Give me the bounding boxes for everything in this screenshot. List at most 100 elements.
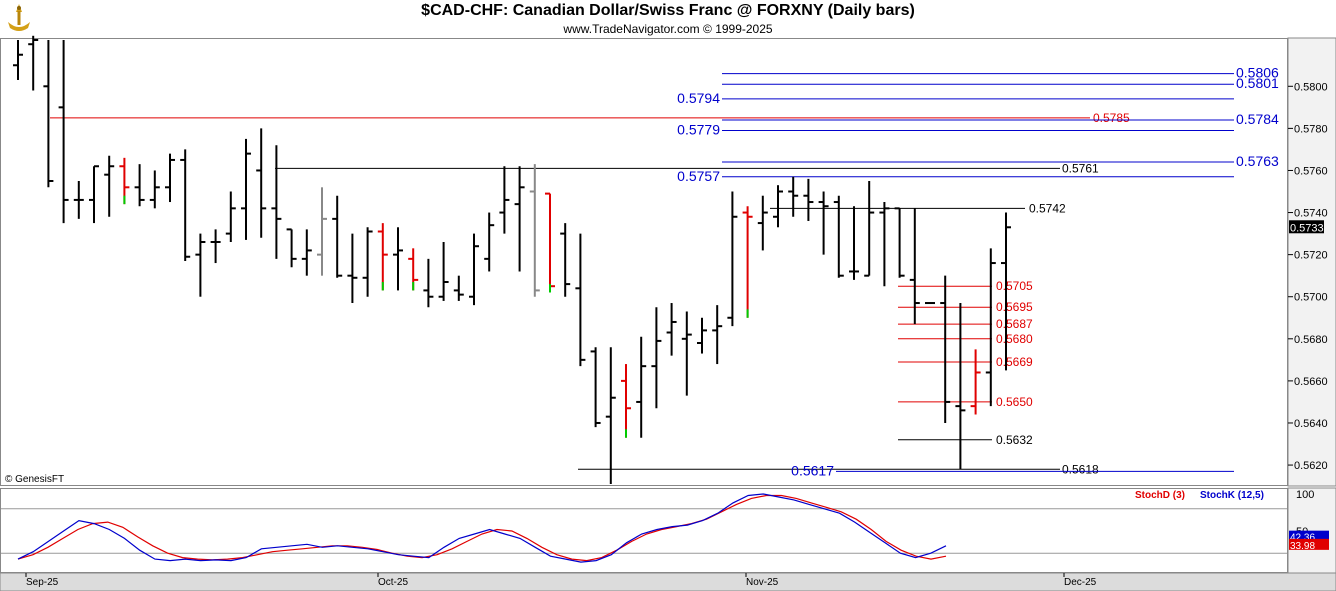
y-tick-label: 0.5680 — [1294, 334, 1328, 346]
ohlc-bar — [225, 191, 236, 243]
legend-stoch-k: StochK (12,5) — [1200, 490, 1264, 501]
ohlc-bar — [879, 202, 890, 287]
stoch-y-tick-label: 100 — [1296, 489, 1314, 501]
ohlc-bar — [788, 176, 799, 217]
y-tick-label: 0.5780 — [1294, 123, 1328, 135]
y-tick-label: 0.5620 — [1294, 460, 1328, 472]
y-tick-label: 0.5700 — [1294, 292, 1328, 304]
ohlc-bar — [377, 223, 388, 291]
level-label: 0.5617 — [791, 462, 834, 478]
y-tick-label: 0.5640 — [1294, 418, 1328, 430]
copyright-label: © GenesisFT — [5, 474, 65, 485]
stoch-d-last-label: 33.98 — [1290, 541, 1315, 552]
level-label: 0.5806 — [1236, 65, 1279, 81]
date-x-axis: Sep-25 Oct-25 Nov-25 Dec-25 — [25, 573, 1097, 588]
y-tick-label: 0.5720 — [1294, 250, 1328, 262]
ohlc-bar — [469, 233, 479, 306]
ohlc-bar — [636, 336, 647, 438]
ohlc-bar — [43, 40, 54, 188]
ohlc-bar — [849, 206, 859, 280]
level-label: 0.5680 — [996, 332, 1033, 346]
ohlc-bar — [347, 233, 358, 304]
x-tick-label: Sep-25 — [26, 577, 59, 588]
level-label: 0.5784 — [1236, 111, 1279, 127]
ohlc-bar — [149, 170, 160, 209]
ohlc-bar — [301, 229, 312, 276]
ohlc-bar — [332, 195, 343, 278]
level-label: 0.5632 — [996, 433, 1033, 447]
ohlc-bar — [742, 206, 753, 318]
ohlc-bar — [1001, 212, 1011, 371]
ohlc-bar — [484, 212, 495, 272]
ohlc-bar — [514, 166, 525, 272]
x-tick-label: Dec-25 — [1064, 577, 1097, 588]
ohlc-bar — [408, 248, 419, 291]
level-label: 0.5618 — [1062, 462, 1099, 476]
last-price-box — [1289, 220, 1324, 234]
stoch-k-last-label: 42.36 — [1290, 533, 1315, 544]
ohlc-bar — [894, 207, 905, 278]
bars-layer — [13, 35, 1011, 484]
ohlc-bar — [393, 227, 403, 291]
ohlc-bar — [529, 164, 540, 297]
level-label: 0.5785 — [1093, 111, 1130, 125]
level-label: 0.5794 — [677, 90, 720, 106]
level-label: 0.5695 — [996, 300, 1033, 314]
y-tick-label: 0.5740 — [1294, 208, 1328, 220]
stoch-k-last-box — [1289, 530, 1329, 542]
level-label: 0.5763 — [1236, 153, 1279, 169]
ohlc-bar — [818, 191, 829, 255]
y-tick-label: 0.5800 — [1294, 81, 1328, 93]
legend-stoch-d: StochD (3) — [1135, 490, 1185, 501]
ohlc-bar — [985, 248, 996, 407]
level-label: 0.5779 — [677, 121, 720, 137]
level-label: 0.5687 — [996, 317, 1033, 331]
ohlc-bar — [210, 229, 221, 264]
ohlc-bar — [13, 40, 23, 80]
ohlc-bar — [89, 165, 99, 224]
ohlc-bar — [773, 185, 783, 228]
stoch-axis-panel — [1287, 487, 1336, 574]
ohlc-bar — [712, 305, 723, 365]
ohlc-bar — [955, 303, 966, 470]
ohlc-bar — [195, 233, 206, 297]
level-label: 0.5742 — [1029, 201, 1066, 215]
ohlc-bar — [605, 347, 616, 484]
ohlc-bar — [940, 275, 951, 423]
level-label: 0.5650 — [996, 395, 1033, 409]
level-label: 0.5705 — [996, 279, 1033, 293]
level-label: 0.5757 — [677, 168, 720, 184]
chart-title: $CAD-CHF: Canadian Dollar/Swiss Franc @ … — [421, 2, 915, 19]
stoch-d-last-box — [1289, 538, 1329, 550]
ohlc-bar — [28, 35, 39, 91]
chart-subtitle: www.TradeNavigator.com © 1999-2025 — [563, 22, 773, 36]
ohlc-bar — [317, 187, 327, 276]
ohlc-bar — [362, 227, 373, 297]
ohlc-bar — [165, 153, 175, 203]
ohlc-bar — [681, 311, 692, 396]
ohlc-bar — [134, 164, 145, 207]
ohlc-bar — [970, 349, 981, 415]
level-label: 0.5669 — [996, 355, 1033, 369]
ohlc-bar — [73, 180, 84, 219]
ohlc-bar — [803, 178, 814, 221]
ohlc-bar — [104, 155, 115, 217]
ohlc-bar — [757, 195, 768, 251]
ohlc-bar — [666, 303, 677, 356]
ohlc-bar — [727, 191, 738, 327]
last-price-label: 0.5733 — [1290, 222, 1324, 234]
stoch-pane — [0, 488, 1288, 573]
ohlc-bar — [909, 208, 920, 325]
ohlc-bar — [560, 223, 571, 297]
trade-navigator-logo-icon — [8, 4, 30, 31]
ohlc-bar — [575, 233, 586, 367]
y-tick-label: 0.5760 — [1294, 165, 1328, 177]
y-tick-label: 0.5660 — [1294, 376, 1328, 388]
ohlc-bar — [256, 128, 267, 238]
level-label: 0.5801 — [1236, 75, 1279, 91]
ohlc-bar — [651, 307, 662, 409]
ohlc-bar — [271, 145, 282, 259]
ohlc-bar — [833, 195, 844, 278]
stoch-series-line — [17, 494, 947, 562]
